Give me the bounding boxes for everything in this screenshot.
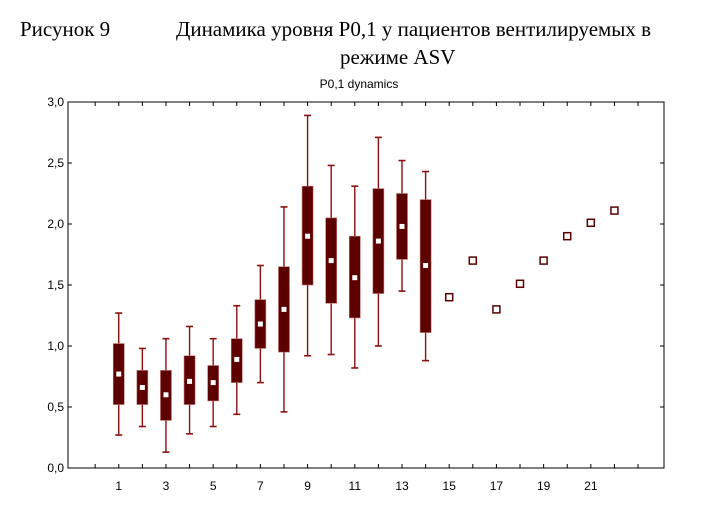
box-plot-2 (136, 347, 149, 428)
box-plot-10 (325, 164, 337, 356)
box-plot-6 (230, 304, 243, 416)
data-point-16 (468, 256, 478, 265)
box-plot-1 (112, 312, 125, 436)
median-marker (210, 380, 216, 386)
data-point-15 (444, 292, 454, 302)
x-tick-label: 17 (490, 479, 504, 493)
data-point-17 (492, 305, 501, 314)
median-marker (234, 356, 240, 362)
data-point-21 (586, 218, 596, 228)
data-point-19 (539, 256, 548, 265)
box-plot-12 (372, 136, 385, 347)
box-plot-7 (254, 264, 267, 384)
box-plot-11 (348, 185, 361, 369)
median-marker (139, 384, 145, 390)
figure-title-line1: Динамика уровня P0,1 у пациентов вентили… (176, 17, 652, 41)
median-marker (399, 223, 405, 229)
x-tick-label: 1 (115, 479, 122, 493)
x-tick-label: 11 (349, 479, 362, 493)
figure-label: Рисунок 9 (20, 17, 111, 41)
box-plot-13 (396, 159, 408, 292)
x-tick-label: 7 (257, 479, 264, 493)
x-axis: 1 3 5 7 9 11 13 15 17 19 21 (94, 102, 639, 493)
box-plot-5 (207, 337, 219, 428)
median-marker (328, 258, 334, 264)
x-tick-label: 3 (163, 479, 170, 493)
data-point-18 (515, 279, 525, 289)
chart-title: P0,1 dynamics (319, 77, 399, 91)
median-marker (163, 392, 169, 398)
box-plot-14 (419, 170, 432, 362)
x-tick-label: 21 (584, 479, 598, 493)
median-marker (116, 371, 122, 377)
median-marker (423, 262, 429, 268)
box-plot-4 (183, 325, 196, 435)
y-axis: 0,0 0,5 1,0 1,5 2,0 2,5 3,0 (47, 95, 664, 475)
median-marker (257, 321, 263, 327)
plot-frame (67, 101, 665, 469)
x-tick-label: 15 (443, 479, 457, 493)
y-tick-label: 3,0 (47, 95, 64, 109)
data-point-22 (610, 206, 619, 215)
box-plot-3 (160, 337, 172, 453)
plot-marks (112, 114, 619, 453)
median-marker (281, 306, 287, 312)
y-tick-label: 2,5 (47, 156, 64, 170)
median-marker (352, 275, 358, 281)
median-marker (187, 378, 193, 384)
median-marker (305, 233, 311, 239)
y-tick-label: 0,5 (47, 400, 64, 414)
y-tick-label: 2,0 (47, 217, 64, 231)
x-tick-label: 19 (537, 479, 551, 493)
x-tick-label: 9 (304, 479, 311, 493)
median-marker (375, 238, 381, 244)
data-point-20 (562, 231, 572, 241)
y-tick-label: 0,0 (47, 461, 64, 475)
y-tick-label: 1,0 (47, 339, 64, 353)
x-tick-label: 5 (210, 479, 217, 493)
x-tick-label: 13 (395, 479, 409, 493)
y-tick-label: 1,5 (47, 278, 64, 292)
box-plot-9 (301, 114, 314, 357)
figure-title-line2: режиме ASV (340, 45, 456, 69)
box-plot-8 (278, 206, 290, 413)
